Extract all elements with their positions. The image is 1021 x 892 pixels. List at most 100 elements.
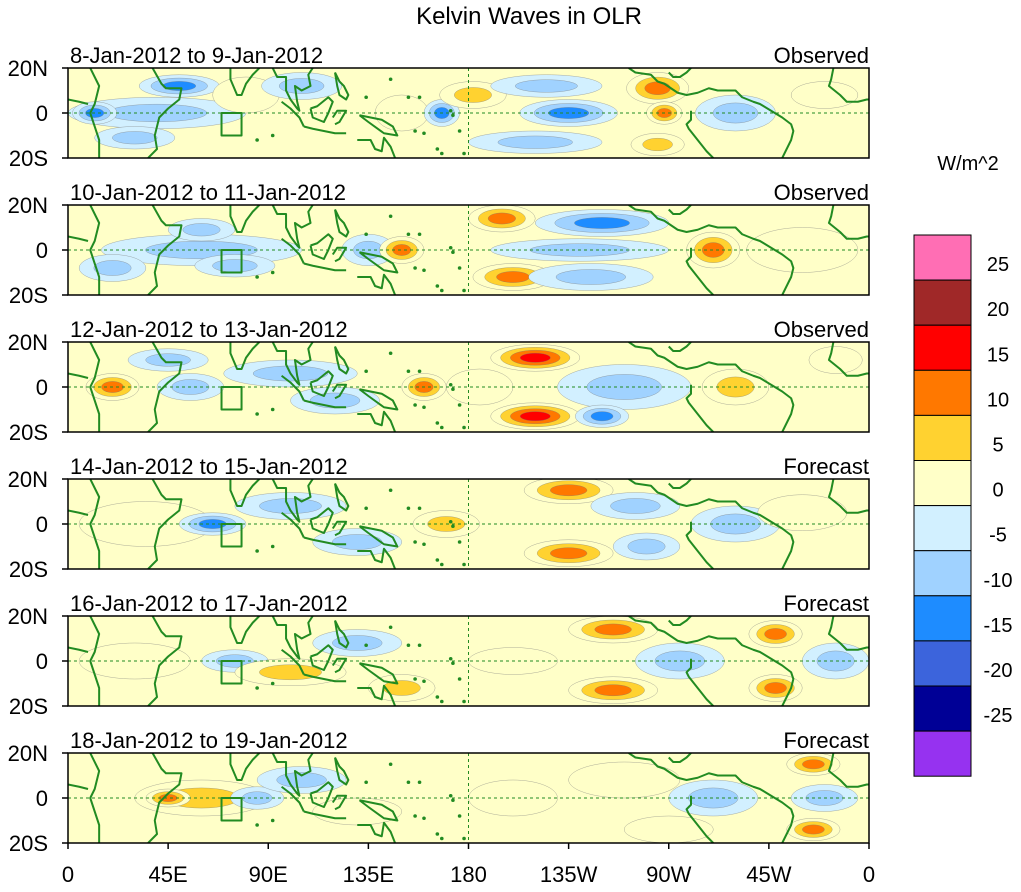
island xyxy=(440,836,444,841)
island xyxy=(255,549,259,553)
coastline xyxy=(68,372,89,379)
island xyxy=(364,780,368,785)
coastline xyxy=(331,520,348,537)
island xyxy=(364,232,368,237)
positive-anomaly xyxy=(523,539,614,567)
coastline xyxy=(358,799,399,822)
coastline xyxy=(271,616,314,660)
island xyxy=(422,268,426,273)
coastline xyxy=(685,521,714,569)
contour-level xyxy=(497,135,573,149)
negative-anomaly xyxy=(194,254,276,278)
coastline xyxy=(358,525,399,548)
panel-status: Observed xyxy=(774,180,869,205)
contour-level xyxy=(550,484,588,496)
island xyxy=(406,232,411,237)
contour-level xyxy=(392,244,412,256)
coastline xyxy=(147,205,183,295)
negative-anomaly xyxy=(535,209,669,237)
colorbar-swatch xyxy=(913,279,972,326)
y-tick-label: 0 xyxy=(36,238,48,263)
positive-anomaly xyxy=(568,761,681,799)
coastline xyxy=(68,646,89,653)
coastline xyxy=(68,509,89,516)
coastline xyxy=(280,100,305,127)
colorbar-label: 20 xyxy=(987,299,1009,321)
positive-anomaly xyxy=(234,658,347,686)
coastline xyxy=(685,795,714,843)
island xyxy=(435,558,440,562)
island xyxy=(406,95,411,100)
coastline xyxy=(280,511,305,538)
island xyxy=(364,95,368,100)
positive-anomaly xyxy=(786,753,841,776)
x-tick-label: 90E xyxy=(249,862,288,887)
colorbar-swatch xyxy=(913,640,972,687)
x-tick-label: 135E xyxy=(343,862,394,887)
colorbar-label: -10 xyxy=(984,570,1013,592)
contour-level xyxy=(515,79,578,93)
x-tick-label: 0 xyxy=(863,862,875,887)
panel-status: Observed xyxy=(774,43,869,68)
coastline xyxy=(89,616,101,706)
coastline xyxy=(68,783,89,790)
coastlines xyxy=(68,479,869,569)
island xyxy=(462,836,466,841)
negative-anomaly xyxy=(127,348,209,372)
island xyxy=(417,95,422,100)
island xyxy=(388,625,393,630)
contour-level xyxy=(487,212,516,225)
coastline xyxy=(827,616,869,651)
colorbar-swatch xyxy=(913,234,972,281)
contour-level xyxy=(764,682,787,694)
panel-date-range: 10-Jan-2012 to 11-Jan-2012 xyxy=(70,180,346,205)
positive-anomaly xyxy=(523,479,614,504)
y-tick-label: 0 xyxy=(36,101,48,126)
y-tick-label: 20N xyxy=(8,467,48,492)
negative-anomaly xyxy=(94,126,175,150)
island xyxy=(457,540,462,544)
negative-anomaly xyxy=(557,364,692,410)
island xyxy=(440,151,444,156)
island xyxy=(413,403,417,407)
negative-anomaly xyxy=(590,492,681,520)
coastline xyxy=(229,616,261,644)
contour-level xyxy=(519,353,551,363)
island xyxy=(440,562,444,567)
island xyxy=(413,540,417,544)
coastline xyxy=(309,507,334,534)
coastline xyxy=(334,346,350,375)
positive-anomaly xyxy=(85,373,140,401)
coastline xyxy=(309,370,334,397)
contour-level xyxy=(802,824,825,835)
units-label: W/m^2 xyxy=(937,153,999,175)
y-tick-label: 0 xyxy=(36,786,48,811)
negative-anomaly xyxy=(468,130,603,154)
island xyxy=(435,147,440,151)
contour-level xyxy=(642,138,673,151)
positive-anomaly xyxy=(374,94,429,132)
coastline xyxy=(685,658,714,706)
panel-status: Forecast xyxy=(783,728,869,753)
coastline xyxy=(303,125,347,135)
contour-level xyxy=(550,547,588,559)
coastline xyxy=(334,209,350,238)
island xyxy=(417,232,422,237)
coastline xyxy=(628,342,795,432)
coastline xyxy=(331,246,348,263)
coastline xyxy=(89,479,101,569)
contour-level xyxy=(519,411,551,421)
coastline xyxy=(668,753,692,763)
coastline xyxy=(331,109,348,126)
island xyxy=(435,421,440,425)
coastline xyxy=(271,753,314,797)
coastline xyxy=(827,479,869,514)
colorbar-swatch xyxy=(913,685,972,732)
island xyxy=(388,214,393,219)
coastline xyxy=(331,383,348,400)
y-tick-label: 20N xyxy=(8,330,48,355)
coastline xyxy=(358,114,399,137)
coastline xyxy=(229,205,261,233)
